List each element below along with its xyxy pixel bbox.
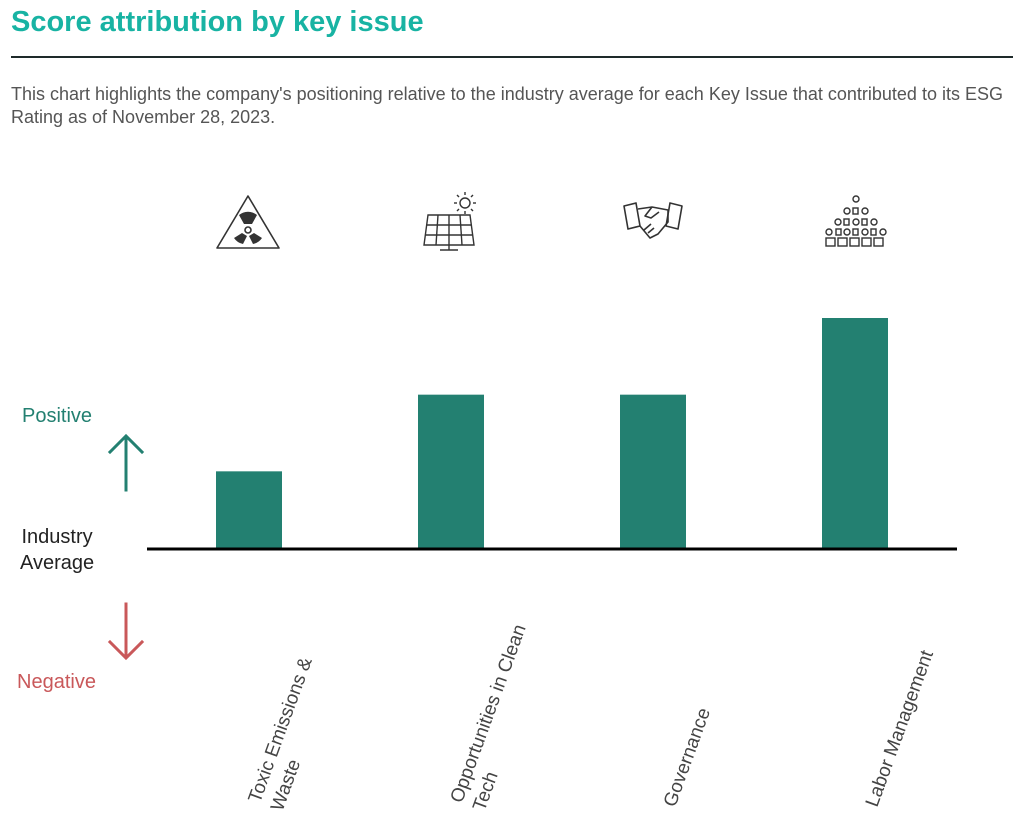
category-label-1: Toxic Emissions &Waste — [245, 654, 340, 814]
positive-arrow-icon — [107, 433, 145, 492]
industry-average-line2: Average — [20, 552, 95, 574]
positive-label: Positive — [22, 405, 93, 427]
category-label-4: Labor Management — [862, 647, 938, 810]
bar-2 — [418, 394, 484, 548]
negative-arrow-icon — [107, 602, 145, 661]
industry-average-label: Industry Average — [20, 524, 94, 576]
category-label-2: Opportunities in CleanTech — [447, 622, 554, 814]
bar-4 — [822, 318, 888, 548]
handshake-icon — [623, 202, 683, 239]
bar-3 — [620, 394, 686, 548]
category-labels: Toxic Emissions &Waste Opportunities in C… — [245, 622, 939, 814]
category-label-3-line-1: Governance — [660, 705, 715, 809]
bar-1 — [216, 471, 282, 548]
title-divider — [11, 56, 1013, 58]
solar-panel-icon — [423, 192, 476, 251]
page-title: Score attribution by key issue — [11, 6, 424, 38]
category-label-4-line-1: Labor Management — [862, 647, 938, 810]
radiation-warning-icon — [216, 195, 280, 249]
chart-description: This chart highlights the company's posi… — [11, 84, 1003, 127]
category-label-3: Governance — [660, 705, 715, 809]
negative-label: Negative — [17, 671, 96, 693]
workforce-hierarchy-icon — [825, 195, 887, 247]
bars-group — [216, 318, 888, 548]
industry-average-line1: Industry — [21, 526, 93, 548]
